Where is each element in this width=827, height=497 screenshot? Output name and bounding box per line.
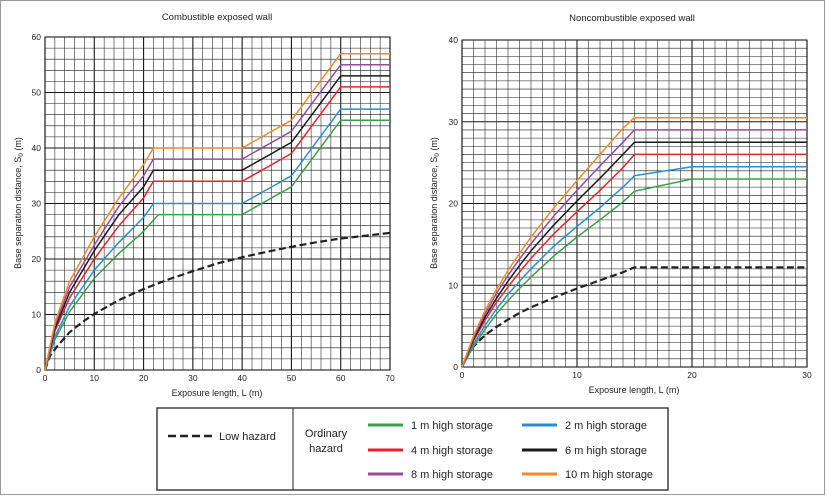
x-tick-label: 10 [90,373,100,383]
legend-label-ordinary-2: hazard [309,443,343,455]
series-line-black-combustible [44,75,390,371]
x-tick-label: 60 [336,373,346,383]
y-tick-label: 30 [32,199,42,209]
legend-label-low: Low hazard [219,431,276,443]
legend-items: 1 m high storage 2 m high storage 4 m high… [368,420,653,481]
x-tick-label: 20 [687,370,697,380]
y-tick-label: 40 [449,35,459,45]
x-tick-label: 30 [188,373,198,383]
x-tick-label: 10 [572,370,582,380]
series-line-orange-combustible [44,52,390,371]
y-tick-label: 20 [32,254,42,264]
legend-label-red: 4 m high storage [411,445,493,457]
x-tick-label: 0 [43,373,48,383]
ticks-combustible: 0 10 20 30 40 50 60 70 0 10 20 30 40 50 60 [32,32,395,383]
series-group-noncombustible [461,116,807,368]
y-tick-label: 0 [36,365,41,375]
y-axis-label-combustible: Base separation distance, S0 (m) [13,137,25,269]
series-line-low-combustible [43,231,391,371]
legend-label-black: 6 m high storage [565,445,647,457]
x-tick-label: 40 [237,373,247,383]
grid-noncombustible [461,39,808,368]
y-axis-label-noncombustible: Base separation distance, S0 (m) [429,137,441,269]
x-tick-label: 50 [287,373,297,383]
series-group-combustible [43,52,391,371]
series-line-orange-noncombustible [461,116,807,368]
ticks-noncombustible: 0 10 20 30 0 10 20 30 40 [449,35,812,380]
x-axis-label-combustible: Exposure length, L (m) [172,388,263,398]
x-tick-label: 30 [802,370,812,380]
legend-label-purple: 8 m high storage [411,469,493,481]
series-line-blue-combustible [44,108,390,371]
y-tick-label: 10 [32,310,42,320]
chart-title-noncombustible: Noncombustible exposed wall [569,13,695,24]
y-tick-label: 30 [449,117,459,127]
chart-title-combustible: Combustible exposed wall [162,12,272,23]
chart-noncombustible: Noncombustible exposed wall 0 10 20 30 0 10 20… [429,13,812,395]
chart-combustible: Combustible exposed wall 0 10 20 30 40 50 60 70… [13,12,395,398]
y-tick-label: 60 [32,32,42,42]
series-line-purple-combustible [44,64,390,371]
y-tick-label: 10 [449,280,459,290]
series-line-red-noncombustible [461,153,807,368]
series-line-black-noncombustible [461,141,807,368]
y-tick-label: 20 [449,199,459,209]
legend-label-blue: 2 m high storage [565,420,647,432]
series-line-purple-noncombustible [461,129,807,368]
y-tick-label: 40 [32,143,42,153]
series-line-green-combustible [44,119,390,371]
series-line-blue-noncombustible [461,165,807,368]
x-tick-label: 70 [385,373,395,383]
x-axis-label-noncombustible: Exposure length, L (m) [589,385,680,395]
y-tick-label: 0 [453,362,458,372]
x-tick-label: 0 [460,370,465,380]
legend-label-orange: 10 m high storage [565,469,653,481]
legend-box [156,407,669,491]
y-tick-label: 50 [32,88,42,98]
legend-label-ordinary-1: Ordinary [305,428,348,440]
legend-label-green: 1 m high storage [411,420,493,432]
legend: Low hazard Ordinary hazard 1 m high stor… [156,407,669,491]
series-line-red-combustible [44,86,390,371]
series-line-green-noncombustible [461,178,807,368]
grid-combustible [44,36,391,371]
x-tick-label: 20 [139,373,149,383]
